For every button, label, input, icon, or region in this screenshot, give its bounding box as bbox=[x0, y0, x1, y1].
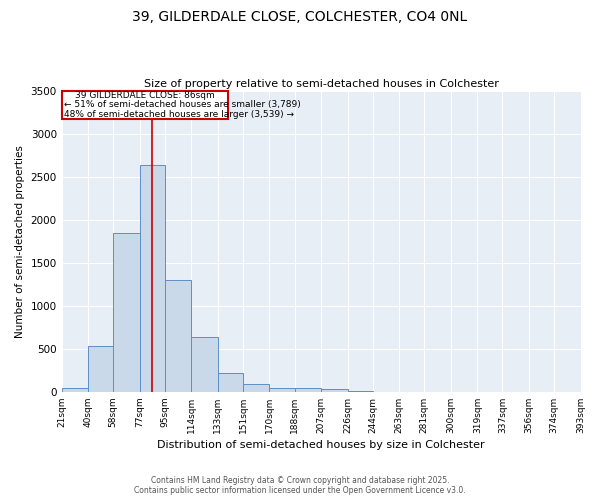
Title: Size of property relative to semi-detached houses in Colchester: Size of property relative to semi-detach… bbox=[143, 79, 499, 89]
Bar bbox=[165, 280, 191, 392]
Y-axis label: Number of semi-detached properties: Number of semi-detached properties bbox=[15, 145, 25, 338]
Bar bbox=[140, 165, 165, 392]
Text: Contains HM Land Registry data © Crown copyright and database right 2025.
Contai: Contains HM Land Registry data © Crown c… bbox=[134, 476, 466, 495]
Text: ← 51% of semi-detached houses are smaller (3,789): ← 51% of semi-detached houses are smalle… bbox=[64, 100, 301, 110]
Bar bbox=[269, 388, 295, 392]
Bar bbox=[243, 384, 269, 392]
Bar bbox=[218, 374, 243, 392]
Bar bbox=[295, 388, 321, 392]
X-axis label: Distribution of semi-detached houses by size in Colchester: Distribution of semi-detached houses by … bbox=[157, 440, 485, 450]
Text: 48% of semi-detached houses are larger (3,539) →: 48% of semi-detached houses are larger (… bbox=[64, 110, 295, 118]
Bar bbox=[62, 388, 88, 392]
FancyBboxPatch shape bbox=[62, 91, 227, 118]
Bar bbox=[88, 346, 113, 392]
Bar bbox=[191, 337, 218, 392]
Text: 39, GILDERDALE CLOSE, COLCHESTER, CO4 0NL: 39, GILDERDALE CLOSE, COLCHESTER, CO4 0N… bbox=[133, 10, 467, 24]
Text: 39 GILDERDALE CLOSE: 86sqm: 39 GILDERDALE CLOSE: 86sqm bbox=[75, 91, 215, 100]
Bar bbox=[113, 233, 140, 392]
Bar bbox=[321, 389, 347, 392]
